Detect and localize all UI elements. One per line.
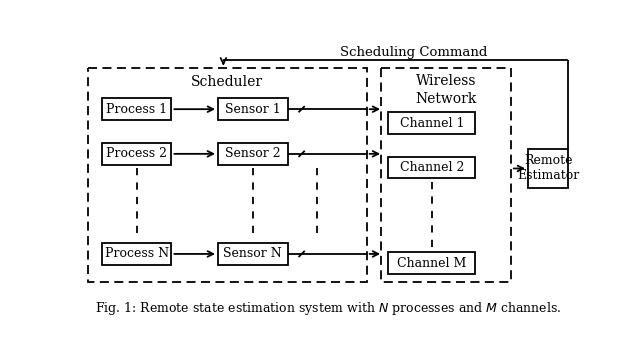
Text: Remote
Estimator: Remote Estimator	[517, 154, 579, 183]
FancyBboxPatch shape	[102, 243, 172, 265]
Text: Scheduling Command: Scheduling Command	[340, 46, 487, 59]
Text: Scheduler: Scheduler	[191, 75, 263, 89]
FancyBboxPatch shape	[102, 143, 172, 165]
FancyBboxPatch shape	[218, 98, 288, 120]
Text: Process N: Process N	[104, 247, 168, 260]
Text: Process 2: Process 2	[106, 147, 167, 160]
Text: Channel 1: Channel 1	[399, 117, 464, 130]
Text: Channel M: Channel M	[397, 257, 467, 270]
FancyBboxPatch shape	[528, 149, 568, 188]
Text: Sensor N: Sensor N	[223, 247, 282, 260]
Text: Sensor 2: Sensor 2	[225, 147, 280, 160]
Text: Fig. 1: Remote state estimation system with $N$ processes and $M$ channels.: Fig. 1: Remote state estimation system w…	[95, 300, 561, 317]
Text: Wireless
Network: Wireless Network	[415, 74, 477, 106]
FancyBboxPatch shape	[388, 252, 476, 274]
Text: Sensor 1: Sensor 1	[225, 103, 281, 116]
FancyBboxPatch shape	[388, 112, 476, 134]
FancyBboxPatch shape	[218, 143, 288, 165]
Text: Channel 2: Channel 2	[399, 161, 464, 174]
FancyBboxPatch shape	[102, 98, 172, 120]
FancyBboxPatch shape	[218, 243, 288, 265]
FancyBboxPatch shape	[388, 157, 476, 179]
Text: Process 1: Process 1	[106, 103, 167, 116]
